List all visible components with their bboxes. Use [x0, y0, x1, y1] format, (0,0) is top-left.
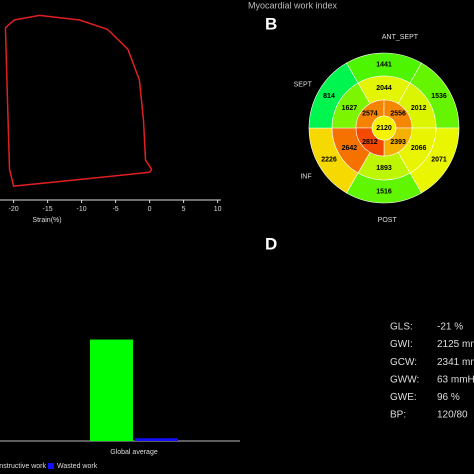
panel-title: Myocardial work index [248, 0, 338, 10]
x-tick-label: -20 [9, 206, 19, 213]
segment-value: 1441 [376, 61, 392, 68]
segment-value: 1536 [431, 93, 447, 100]
segment-label: ANT_SEPT [382, 34, 419, 41]
stat-label: GWI: [390, 339, 413, 350]
panel-letter: B [265, 14, 277, 33]
x-tick-label: 0 [148, 206, 152, 213]
bar [90, 339, 133, 441]
legend-label: Constructive work [0, 463, 46, 470]
segment-value: 2812 [362, 139, 378, 146]
stat-value: 63 mmHg% [437, 374, 474, 385]
apex [371, 115, 397, 141]
stat-label: GCW: [390, 357, 417, 368]
x-tick-label: -10 [77, 206, 87, 213]
segment-value: 2071 [431, 157, 447, 164]
stat-label: GLS: [390, 322, 413, 333]
apex-value: 2120 [376, 125, 392, 132]
segment-value: 2044 [376, 85, 392, 92]
stat-value: 120/80 [437, 410, 468, 421]
stat-label: GWE: [390, 392, 417, 403]
segment-value: 2556 [390, 111, 406, 118]
x-tick-label: Global average [110, 449, 158, 456]
segment-value: 2574 [362, 111, 378, 118]
stat-value: -21 % [437, 322, 463, 333]
segment-label: INF [300, 174, 311, 181]
x-tick-label: -5 [112, 206, 118, 213]
segment-value: 1516 [376, 188, 392, 195]
pressure-strain-loop [4, 14, 153, 187]
segment-value: 2012 [411, 105, 427, 112]
bar [135, 438, 178, 441]
x-tick-label: 10 [214, 206, 222, 213]
stat-label: GWW: [390, 374, 419, 385]
segment-value: 814 [323, 93, 335, 100]
segment-value: 2226 [321, 157, 337, 164]
stat-label: BP: [390, 410, 406, 421]
legend-swatch [48, 463, 54, 469]
segment-value: 2066 [411, 145, 427, 152]
stat-value: 96 % [437, 392, 460, 403]
legend-label: Wasted work [57, 463, 98, 470]
segment-value: 1893 [376, 165, 392, 172]
x-tick-label: -15 [43, 206, 53, 213]
segment-value: 1627 [342, 105, 358, 112]
x-axis-label: Strain(%) [32, 217, 61, 224]
stat-value: 2341 mmHg% [437, 357, 474, 368]
x-tick-label: 5 [182, 206, 186, 213]
segment-label: SEPT [294, 82, 313, 89]
segment-value: 2393 [390, 139, 406, 146]
stat-value: 2125 mmHg% [437, 339, 474, 350]
segment-label: POST [378, 217, 398, 224]
panel-letter: D [265, 234, 277, 253]
segment-value: 2642 [342, 145, 358, 152]
